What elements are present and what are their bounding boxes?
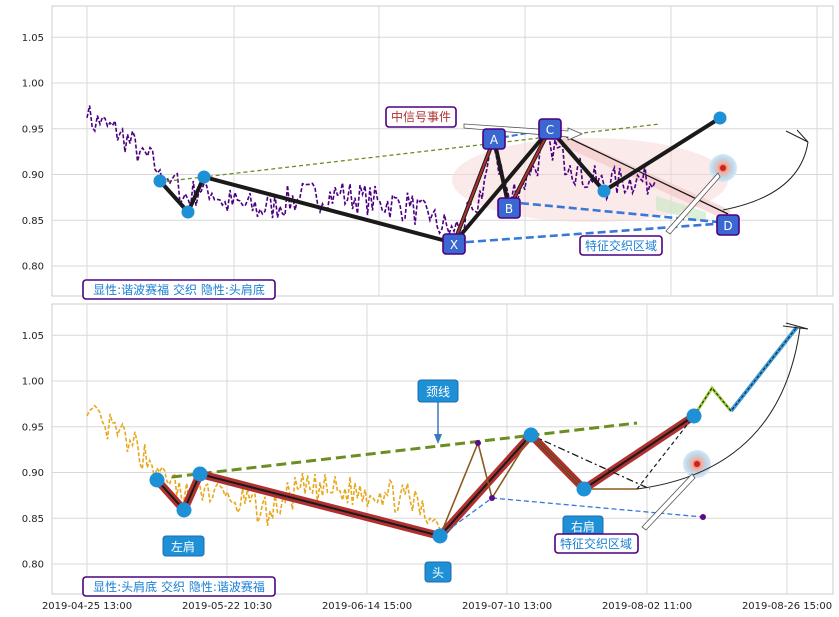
y-tick-label: 1.00	[22, 377, 44, 388]
point-label-x: X	[450, 238, 458, 252]
bottom-grid	[52, 304, 833, 594]
point-label-a: A	[490, 133, 499, 147]
bottom-y-axis: 0.80 0.85 0.90 0.95 1.00 1.05	[22, 331, 44, 571]
point-label-d: D	[723, 219, 732, 233]
bottom-caption: 显性:头肩底 交织 隐性:谐波赛福	[82, 576, 276, 597]
bottom-price-series	[86, 404, 441, 530]
y-tick-label: 1.05	[22, 331, 44, 342]
bottom-panel-marks	[86, 322, 809, 544]
point-label-b: B	[505, 202, 513, 216]
signal-text: 中信号事件	[391, 109, 451, 124]
x-tick-label: 2019-08-26 15:00	[742, 601, 832, 612]
y-tick-label: 0.95	[22, 124, 44, 135]
neckline-line	[171, 421, 638, 479]
right-shoulder-label: 右肩	[562, 515, 604, 537]
xc-line	[452, 127, 552, 245]
top-caption: 显性:谐波赛福 交织 隐性:头肩底	[82, 279, 276, 300]
leg-xa	[453, 138, 495, 244]
pink-band	[550, 128, 730, 222]
point-label-box	[442, 233, 466, 255]
top-caption-text: 显性:谐波赛福 交织 隐性:头肩底	[93, 282, 265, 297]
neckline-text: 颈线	[426, 385, 450, 399]
bottom-small-dots	[475, 440, 706, 520]
x-tick-label: 2019-05-22 10:30	[182, 601, 272, 612]
top-y-axis: 0.80 0.85 0.90 0.95 1.00 1.05	[22, 33, 44, 273]
point-label-box	[497, 197, 521, 219]
projection-inner	[693, 326, 798, 417]
x-tick-label: 2019-06-14 15:00	[322, 601, 412, 612]
signal-arrow	[463, 123, 584, 141]
projection-arc	[722, 141, 809, 211]
bottom-xb-dashed	[439, 497, 493, 537]
left-shoulder-label: 左肩	[162, 535, 205, 557]
y-tick-label: 1.05	[22, 33, 44, 44]
zone-label-bottom: 特征交织区域	[554, 533, 639, 554]
top-panel-marks	[86, 105, 809, 246]
xd-dashed	[453, 221, 729, 245]
leg-bc	[508, 128, 551, 209]
zone-label-top: 特征交织区域	[579, 235, 663, 256]
x-tick-label: 2019-04-25 13:00	[42, 601, 132, 612]
zone-text-bottom: 特征交织区域	[560, 536, 632, 551]
projection-arc-bottom	[636, 327, 801, 490]
y-tick-label: 0.85	[22, 514, 44, 525]
d-projection-dash	[636, 415, 695, 490]
y-tick-label: 1.00	[22, 79, 44, 90]
top-point-labels: X A B C D	[442, 118, 740, 255]
left-shoulder-text: 左肩	[171, 539, 195, 554]
head-label: 头	[424, 561, 452, 583]
projection-arrowhead	[785, 129, 809, 143]
y-tick-label: 0.95	[22, 422, 44, 433]
bd-dashed	[508, 200, 729, 225]
x-tick-label: 2019-07-10 13:00	[462, 601, 552, 612]
harmonic-overlay	[439, 433, 637, 537]
top-price-series	[86, 105, 656, 237]
target-dot-bottom	[694, 461, 700, 467]
y-tick-label: 0.90	[22, 170, 44, 181]
bottom-pivot-dots	[149, 408, 702, 544]
point-label-c: C	[546, 123, 554, 137]
y-tick-label: 0.85	[22, 216, 44, 227]
point-label-box	[716, 214, 740, 236]
y-tick-label: 0.80	[22, 262, 44, 273]
green-zone	[656, 196, 706, 222]
neckline-arrowhead	[434, 434, 442, 444]
point-label-box	[482, 128, 506, 150]
projection-arrowhead-bottom	[782, 322, 809, 330]
signal-label: 中信号事件	[385, 106, 457, 128]
y-tick-label: 0.80	[22, 560, 44, 571]
bottom-bd-dashed	[491, 497, 704, 518]
x-axis: 2019-04-25 13:00 2019-05-22 10:30 2019-06-…	[42, 601, 832, 612]
x-tick-label: 2019-08-02 11:00	[602, 601, 692, 612]
zone-text-top: 特征交织区域	[585, 238, 657, 253]
top-pivot-dots	[153, 111, 727, 219]
cd-dashdot	[530, 434, 651, 490]
head-text: 头	[432, 566, 444, 580]
y-tick-label: 0.90	[22, 468, 44, 479]
target-dot	[720, 165, 726, 171]
right-shoulder-text: 右肩	[571, 519, 595, 534]
neckline-label: 颈线	[417, 379, 459, 403]
zone-arrow-top	[665, 172, 721, 235]
point-label-box	[538, 118, 562, 140]
bottom-caption-text: 显性:头肩底 交织 隐性:谐波赛福	[93, 579, 265, 594]
zone-arrow-bottom	[641, 473, 696, 531]
